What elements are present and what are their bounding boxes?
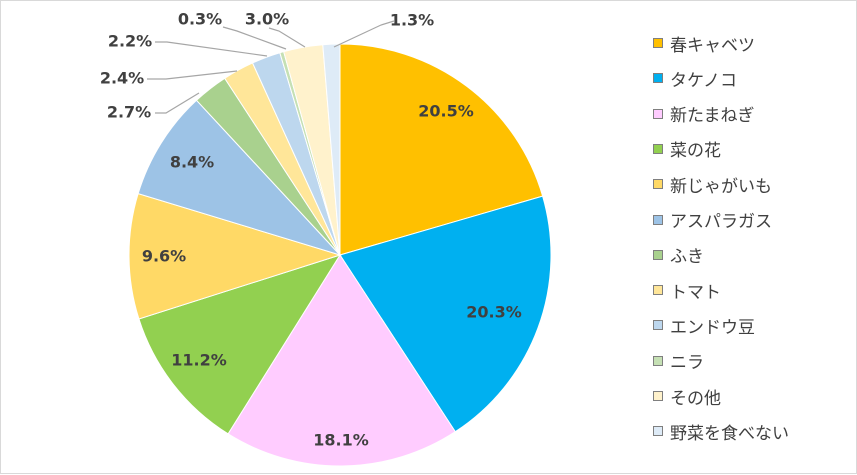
legend-label: トマト — [670, 282, 721, 303]
data-label: 18.1% — [313, 431, 369, 450]
data-label: 11.2% — [171, 351, 227, 370]
pie-slice — [138, 254, 342, 435]
data-label: 8.4% — [170, 153, 214, 172]
legend-label: 新たまねぎ — [670, 106, 755, 127]
legend-swatch — [653, 426, 663, 437]
legend-swatch — [653, 320, 663, 331]
pie-slice — [227, 254, 456, 467]
legend-swatch — [653, 355, 663, 366]
data-label: 20.3% — [466, 303, 522, 322]
legend-item: エンドウ豆 — [653, 313, 755, 338]
data-label: 3.0% — [245, 10, 289, 29]
leader-line — [147, 70, 238, 80]
pie-slice — [137, 99, 342, 257]
leader-line — [268, 27, 306, 48]
legend-swatch — [653, 108, 663, 119]
legend-label: その他 — [670, 388, 721, 409]
leader-line — [222, 26, 287, 50]
legend-item: 野菜を食べない — [653, 419, 789, 444]
legend-swatch — [653, 391, 663, 401]
legend-item: その他 — [653, 384, 721, 409]
legend-item: ニラ — [653, 349, 704, 373]
legend-item: アスパラガス — [653, 208, 772, 232]
legend-swatch — [653, 179, 663, 190]
legend-item: 新じゃがいも — [653, 172, 772, 197]
legend-label: タケノコ — [670, 70, 737, 91]
data-label: 0.3% — [178, 10, 222, 29]
legend-swatch — [653, 285, 663, 296]
legend-label: 新じゃがいも — [670, 176, 772, 197]
legend-item: タケノコ — [653, 66, 737, 91]
leader-line — [155, 41, 268, 57]
leader-line — [155, 92, 200, 114]
pie-slice — [339, 195, 552, 433]
legend-label: エンドウ豆 — [670, 317, 755, 338]
legend-item: 菜の花 — [653, 137, 721, 161]
data-label: 9.6% — [142, 247, 186, 266]
legend-label: 菜の花 — [670, 141, 721, 162]
data-label: 2.4% — [100, 69, 144, 88]
data-label: 2.7% — [107, 103, 151, 122]
data-label: 20.5% — [418, 102, 474, 121]
legend-item: 新たまねぎ — [653, 102, 755, 126]
pie-slice — [128, 192, 342, 320]
legend-item: 春キャベツ — [653, 31, 755, 56]
legend-item: トマト — [653, 278, 721, 303]
data-label: 1.3% — [390, 11, 434, 30]
legend-label: ニラ — [670, 353, 704, 374]
leader-line — [333, 20, 395, 48]
legend-swatch — [653, 73, 663, 84]
legend-swatch — [653, 38, 663, 48]
legend-label: アスパラガス — [670, 212, 772, 232]
legend-label: 春キャベツ — [670, 35, 755, 56]
legend-item: ふき — [653, 243, 704, 267]
legend-swatch — [653, 214, 663, 225]
legend-label: ふき — [670, 247, 704, 268]
legend-swatch — [653, 143, 663, 154]
data-label: 2.2% — [108, 32, 152, 51]
legend-label: 野菜を食べない — [670, 423, 789, 444]
legend-swatch — [653, 249, 663, 260]
pie-slice — [339, 43, 544, 256]
